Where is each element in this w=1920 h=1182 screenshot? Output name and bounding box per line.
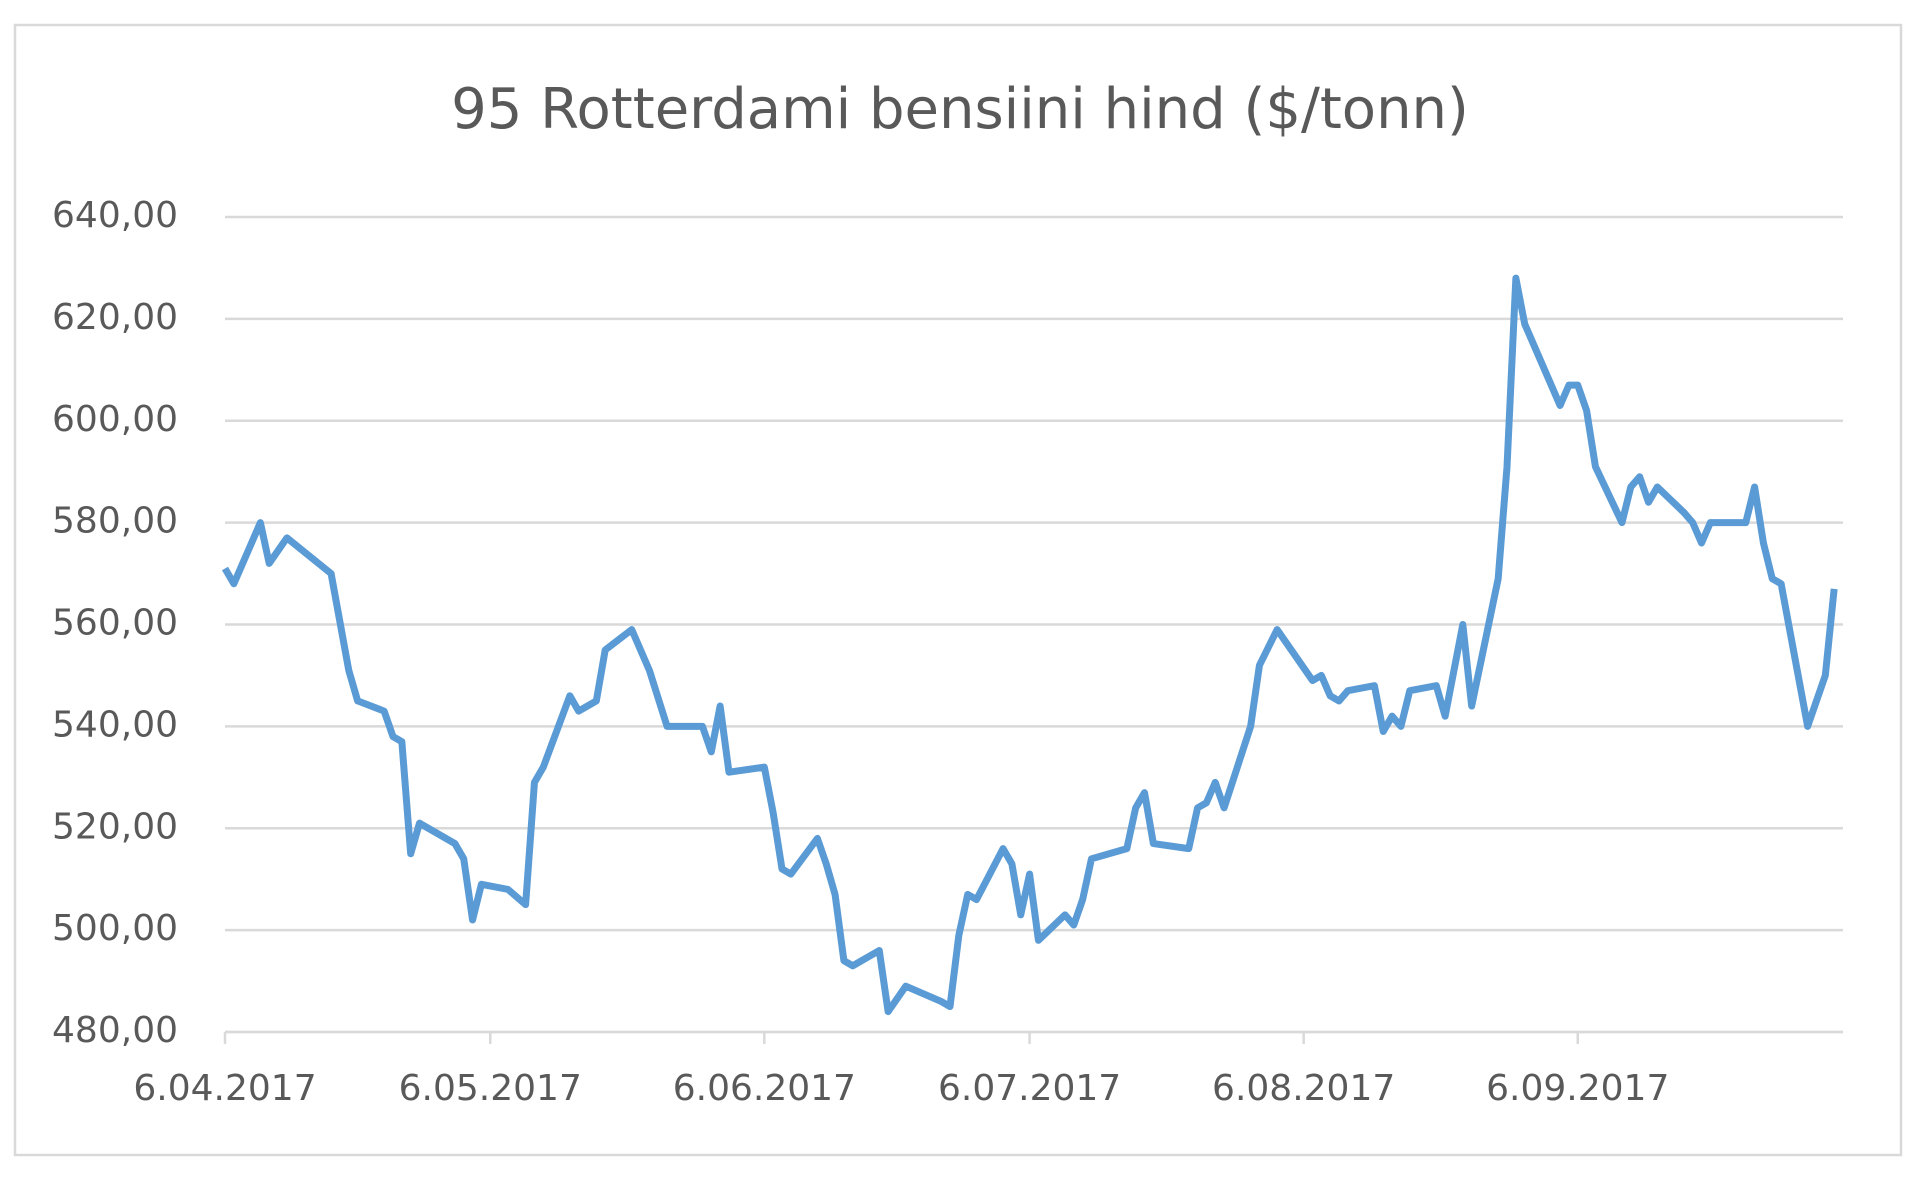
x-tick-label: 6.08.2017 [1212,1068,1395,1109]
x-tick-label: 6.07.2017 [938,1068,1121,1109]
x-tick-label: 6.05.2017 [399,1068,582,1109]
data-line [221,274,1838,1016]
y-tick-label: 500,00 [52,908,178,949]
y-tick-label: 520,00 [52,806,178,847]
chart-title: 95 Rotterdami bensiini hind ($/tonn) [451,77,1469,142]
chart-frame [13,23,1903,1157]
y-tick-label: 620,00 [52,297,178,338]
y-tick-label: 560,00 [52,603,178,644]
x-tick-label: 6.09.2017 [1486,1068,1669,1109]
y-tick-label: 600,00 [52,399,178,440]
y-tick-label: 480,00 [52,1010,178,1051]
y-tick-label: 580,00 [52,501,178,542]
x-tick-label: 6.04.2017 [133,1068,316,1109]
y-tick-label: 640,00 [52,195,178,236]
y-tick-label: 540,00 [52,704,178,745]
x-tick-label: 6.06.2017 [673,1068,856,1109]
